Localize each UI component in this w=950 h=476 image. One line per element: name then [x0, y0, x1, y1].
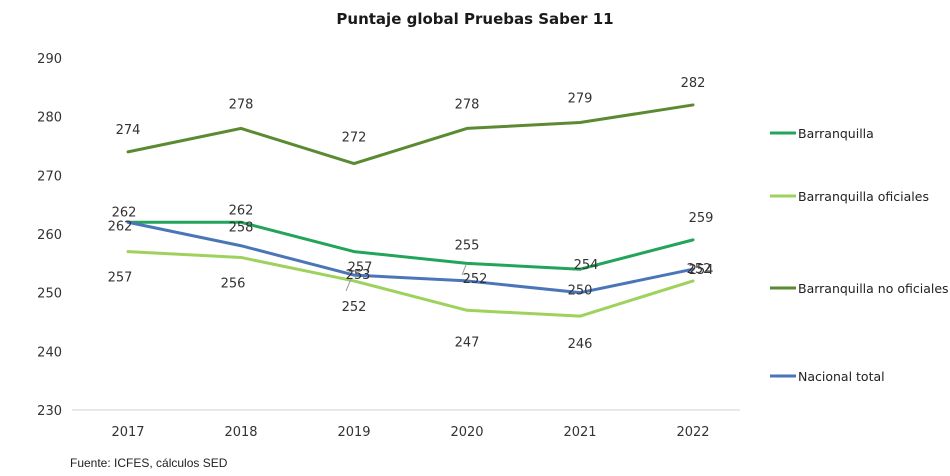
legend-label: Nacional total — [798, 369, 885, 384]
data-label: 262 — [108, 219, 133, 234]
data-label: 254 — [574, 258, 599, 273]
series-line — [126, 220, 695, 271]
legend-label: Barranquilla no oficiales — [798, 281, 949, 296]
data-label: 274 — [116, 123, 141, 138]
data-label: 278 — [455, 97, 480, 112]
series-line — [126, 103, 695, 166]
data-label: 253 — [346, 268, 371, 283]
legend-label: Barranquilla — [798, 126, 874, 141]
chart-title: Puntaje global Pruebas Saber 11 — [336, 10, 614, 28]
source-note: Fuente: ICFES, cálculos SED — [70, 456, 228, 470]
y-tick-label: 270 — [37, 169, 62, 184]
data-label: 252 — [687, 262, 712, 277]
data-label: 246 — [568, 337, 593, 352]
series-line — [126, 220, 695, 295]
data-label: 262 — [229, 203, 254, 218]
x-tick-label: 2018 — [224, 425, 257, 440]
data-label: 252 — [463, 272, 488, 287]
y-tick-label: 260 — [37, 228, 62, 243]
label-leader-line — [345, 278, 352, 292]
data-label: 255 — [455, 238, 480, 253]
y-tick-label: 240 — [37, 345, 62, 360]
y-tick-label: 290 — [37, 52, 62, 67]
legend-label: Barranquilla oficiales — [798, 189, 929, 204]
series-line — [126, 250, 695, 318]
data-label: 272 — [342, 131, 367, 146]
y-tick-label: 230 — [37, 404, 62, 419]
data-label: 282 — [681, 76, 706, 91]
data-label: 254 — [689, 263, 714, 278]
y-tick-label: 250 — [37, 287, 62, 302]
x-tick-label: 2017 — [111, 425, 144, 440]
y-tick-label: 280 — [37, 111, 62, 126]
data-label: 250 — [568, 284, 593, 299]
data-label: 252 — [342, 300, 367, 315]
data-label: 259 — [689, 211, 714, 226]
label-leader-line — [461, 264, 467, 276]
x-tick-label: 2021 — [563, 425, 596, 440]
data-label: 278 — [229, 97, 254, 112]
data-label: 257 — [108, 271, 133, 286]
x-tick-label: 2020 — [450, 425, 483, 440]
data-label: 258 — [229, 221, 254, 236]
x-tick-label: 2019 — [337, 425, 370, 440]
data-label: 257 — [348, 261, 373, 276]
data-label: 279 — [568, 92, 593, 107]
data-label: 262 — [112, 205, 137, 220]
data-label: 256 — [221, 276, 246, 291]
data-label: 247 — [455, 335, 480, 350]
x-tick-label: 2022 — [676, 425, 709, 440]
